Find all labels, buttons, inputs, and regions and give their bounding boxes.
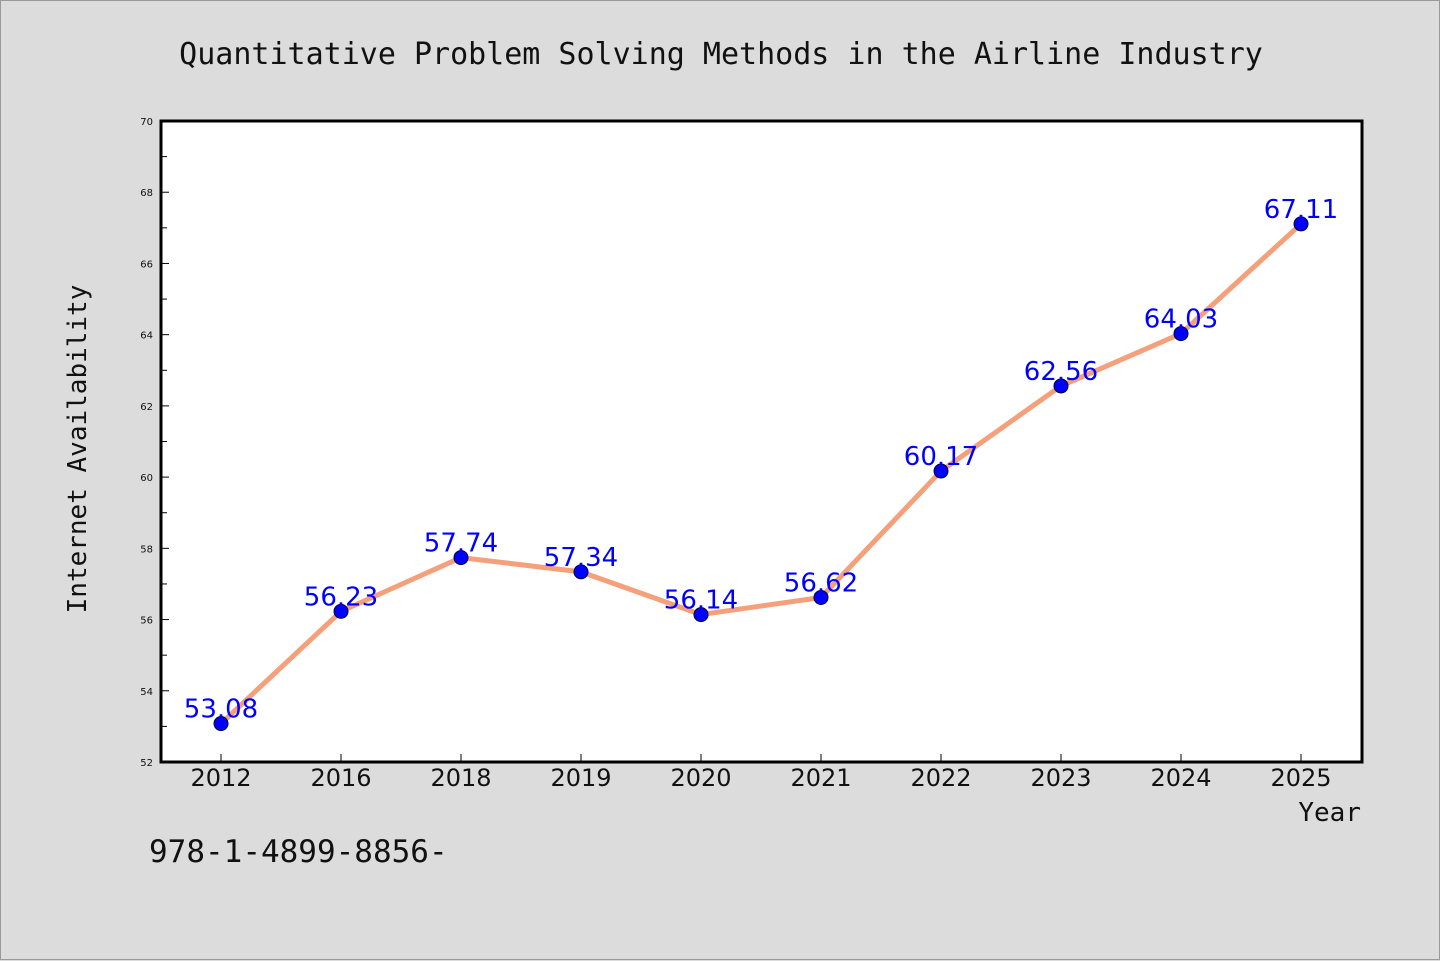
isbn-text: 978-1-4899-8856- — [149, 834, 448, 870]
series-line — [218, 221, 1304, 727]
plot-area — [159, 119, 1364, 764]
data-point — [693, 607, 709, 623]
y-tick-label: 62 — [140, 402, 153, 413]
data-label: 57.34 — [544, 543, 618, 573]
data-point — [213, 716, 229, 732]
y-tick-label: 64 — [140, 331, 153, 342]
data-point — [813, 589, 829, 605]
x-tick-label: 2016 — [310, 764, 371, 792]
data-point — [933, 463, 949, 479]
y-tick-label: 68 — [140, 188, 153, 199]
data-point — [1053, 378, 1069, 394]
x-axis-label: Year — [1298, 798, 1361, 828]
x-tick-label: 2021 — [790, 764, 851, 792]
x-tick-label: 2022 — [910, 764, 971, 792]
x-axis: 2012 2016 2018 2019 2020 2021 2022 2023 2024 2025 — [190, 754, 1332, 792]
data-label: 60.17 — [904, 442, 978, 472]
x-tick-label: 2019 — [550, 764, 611, 792]
y-tick-label: 66 — [140, 259, 153, 270]
data-label: 62.56 — [1024, 357, 1098, 387]
data-point — [453, 550, 469, 566]
data-series: 53.08 56.23 57.74 57.34 56.14 56.62 60.17 62.56… — [184, 195, 1338, 732]
y-tick-label: 70 — [140, 117, 153, 128]
data-label: 56.23 — [304, 582, 378, 612]
data-point — [1173, 326, 1189, 342]
data-point — [573, 564, 589, 580]
x-tick-label: 2025 — [1270, 764, 1331, 792]
x-tick-label: 2024 — [1150, 764, 1211, 792]
y-tick-label: 60 — [140, 473, 153, 484]
y-tick-label: 58 — [140, 544, 153, 555]
data-label: 64.03 — [1144, 305, 1218, 335]
data-label: 57.74 — [424, 529, 498, 559]
y-tick-label: 56 — [140, 616, 153, 627]
data-label: 67.11 — [1264, 195, 1338, 225]
data-label: 53.08 — [184, 695, 258, 725]
data-point — [1293, 216, 1309, 232]
y-tick-label: 52 — [140, 758, 153, 769]
x-tick-label: 2012 — [190, 764, 251, 792]
x-tick-label: 2020 — [670, 764, 731, 792]
y-tick-label: 54 — [140, 687, 153, 698]
x-tick-label: 2023 — [1030, 764, 1091, 792]
x-tick-label: 2018 — [430, 764, 491, 792]
y-axis-label: Internet Availability — [63, 285, 93, 614]
data-point — [333, 603, 349, 619]
y-axis: 52 54 56 58 60 62 64 66 68 70 — [140, 117, 169, 769]
data-label: 56.14 — [664, 586, 738, 616]
chart-title: Quantitative Problem Solving Methods in … — [179, 37, 1263, 72]
data-label: 56.62 — [784, 568, 858, 598]
